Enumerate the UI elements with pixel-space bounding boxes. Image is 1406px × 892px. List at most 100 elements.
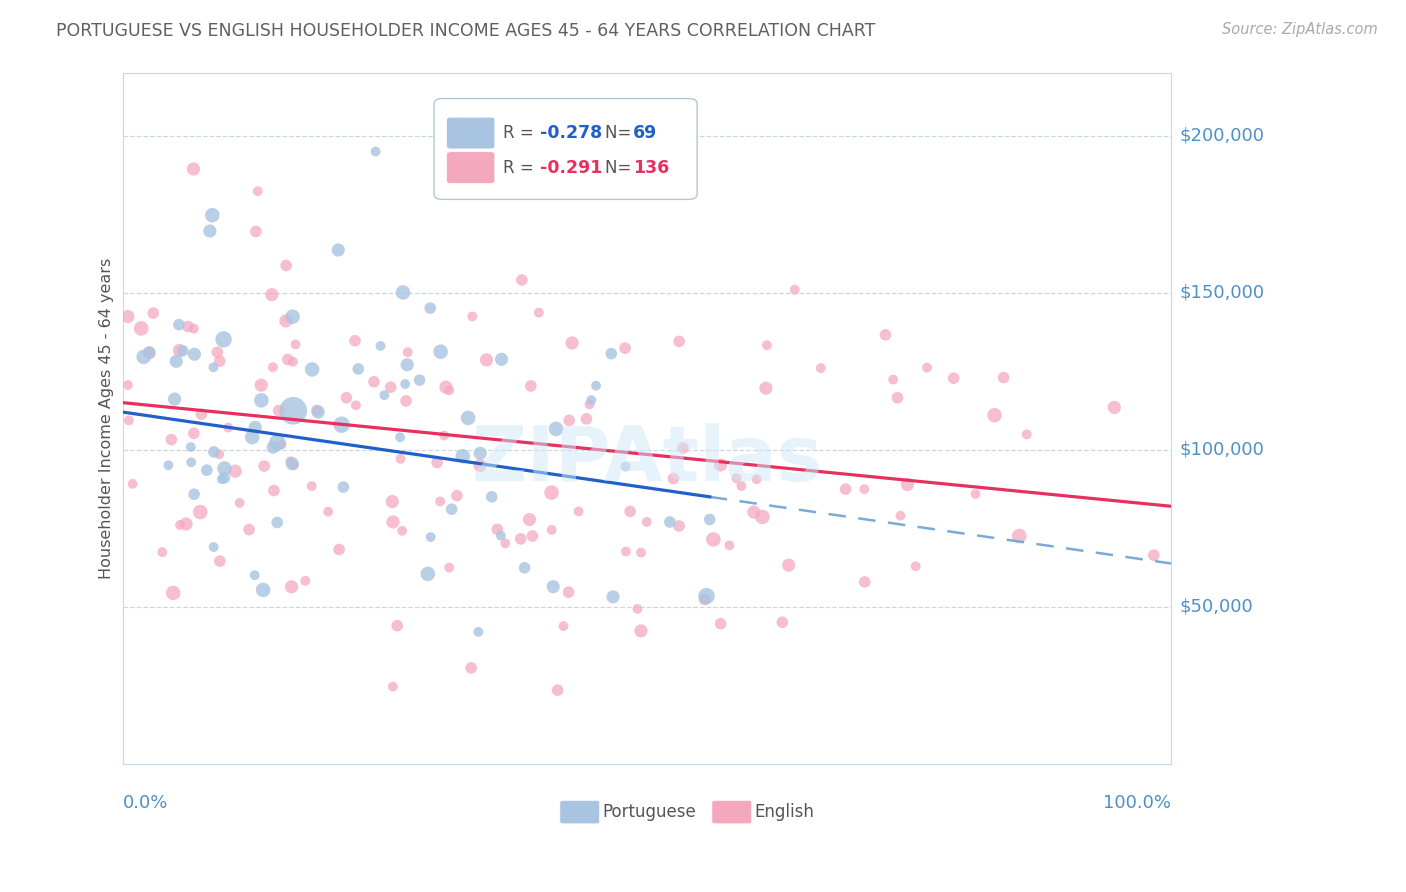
Text: PORTUGUESE VS ENGLISH HOUSEHOLDER INCOME AGES 45 - 64 YEARS CORRELATION CHART: PORTUGUESE VS ENGLISH HOUSEHOLDER INCOME… (56, 22, 876, 40)
Point (509, 532, 531, 546)
Point (169, 518, 191, 533)
Point (195, 463, 218, 477)
Point (224, 464, 246, 478)
Point (380, 380, 402, 394)
Point (558, 413, 581, 427)
Point (408, 373, 430, 387)
Point (886, 391, 908, 405)
Point (541, 580, 564, 594)
Point (332, 480, 354, 494)
Point (710, 616, 733, 631)
Point (208, 554, 231, 568)
Point (150, 545, 173, 559)
Point (602, 590, 624, 604)
Point (276, 259, 298, 273)
Point (896, 477, 918, 491)
Point (718, 538, 741, 552)
Point (709, 458, 731, 472)
Point (211, 472, 233, 486)
Point (330, 417, 353, 432)
Point (395, 393, 418, 408)
Point (252, 582, 274, 597)
Point (942, 371, 965, 385)
Point (557, 585, 579, 599)
Text: -0.278: -0.278 (540, 124, 602, 142)
Point (301, 479, 323, 493)
Point (263, 483, 285, 498)
Point (245, 225, 267, 239)
Point (307, 405, 329, 419)
Point (581, 393, 603, 408)
Point (457, 411, 479, 425)
Point (202, 445, 225, 459)
Point (129, 321, 152, 335)
Point (172, 343, 194, 358)
Point (468, 458, 491, 473)
Text: R =: R = (503, 124, 540, 142)
Point (240, 430, 263, 444)
Point (267, 403, 290, 417)
Point (527, 306, 550, 320)
Text: Source: ZipAtlas.com: Source: ZipAtlas.com (1222, 22, 1378, 37)
Point (695, 589, 717, 603)
Point (381, 494, 404, 508)
Point (142, 306, 165, 320)
Point (183, 321, 205, 335)
Point (770, 615, 793, 630)
Point (328, 542, 350, 557)
Point (433, 428, 456, 442)
Point (1015, 427, 1038, 442)
Text: 136: 136 (633, 159, 669, 177)
Point (440, 502, 463, 516)
Point (513, 560, 536, 574)
Point (755, 338, 778, 352)
Point (174, 516, 197, 531)
Text: $100,000: $100,000 (1180, 441, 1264, 458)
Point (1143, 548, 1166, 562)
Point (451, 450, 474, 464)
Point (755, 381, 778, 395)
Point (520, 379, 543, 393)
Text: N=: N= (605, 124, 637, 142)
Point (253, 458, 276, 473)
Point (702, 533, 724, 547)
Point (630, 546, 652, 560)
Point (208, 354, 231, 368)
Point (212, 332, 235, 346)
Point (494, 536, 516, 550)
Point (389, 451, 412, 466)
Text: English: English (755, 803, 814, 821)
Point (396, 345, 419, 359)
Point (260, 287, 283, 301)
Point (915, 360, 938, 375)
Point (783, 283, 806, 297)
Point (214, 461, 236, 475)
Point (280, 454, 302, 468)
Point (190, 407, 212, 421)
Point (658, 515, 681, 529)
Point (117, 378, 139, 392)
Text: R =: R = (503, 159, 540, 177)
Point (202, 540, 225, 554)
Point (810, 361, 832, 376)
Point (343, 334, 366, 348)
Point (394, 376, 416, 391)
Point (183, 161, 205, 176)
Point (965, 487, 987, 501)
Point (619, 504, 641, 518)
Point (262, 440, 284, 454)
Point (180, 440, 202, 454)
Point (217, 420, 239, 434)
Text: $150,000: $150,000 (1180, 284, 1264, 301)
Text: 100.0%: 100.0% (1102, 794, 1171, 813)
Point (510, 273, 533, 287)
Point (626, 602, 648, 616)
Point (280, 580, 302, 594)
Point (138, 346, 160, 360)
Point (281, 354, 304, 368)
Point (519, 512, 541, 526)
Point (167, 318, 190, 332)
Point (439, 560, 461, 574)
Point (904, 559, 927, 574)
Point (121, 476, 143, 491)
